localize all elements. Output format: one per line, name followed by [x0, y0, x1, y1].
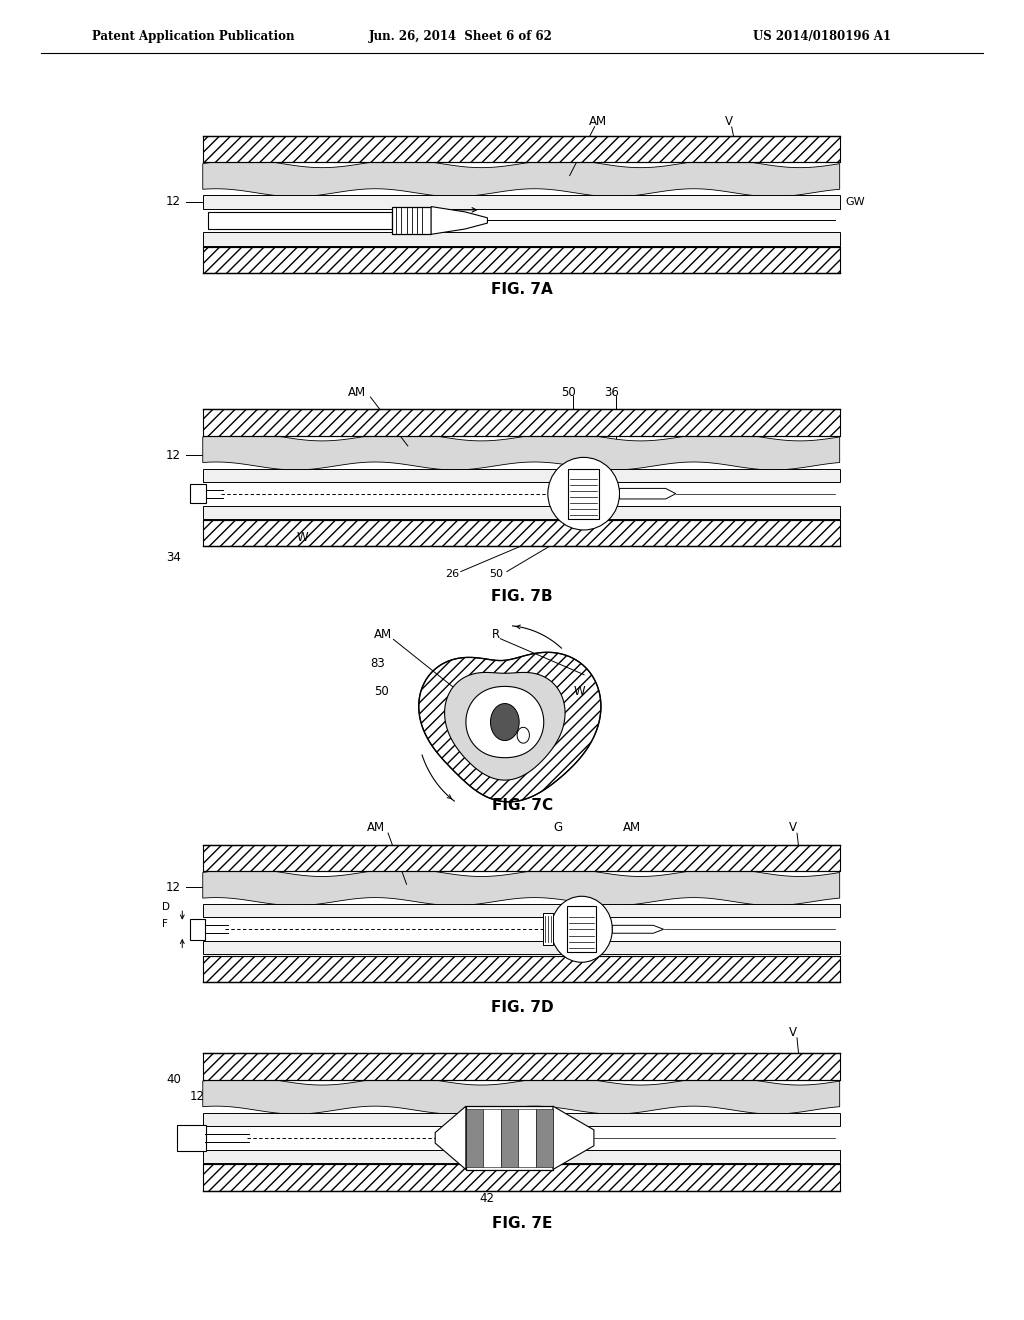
Bar: [203, 136, 840, 162]
Text: FIG. 7A: FIG. 7A: [492, 281, 553, 297]
Text: US 2014/0180196 A1: US 2014/0180196 A1: [753, 30, 891, 44]
Text: V: V: [788, 1026, 797, 1039]
Bar: [203, 195, 840, 209]
Bar: [543, 913, 553, 945]
Polygon shape: [203, 869, 840, 906]
Bar: [203, 232, 840, 246]
Bar: [466, 1106, 553, 1170]
Bar: [567, 906, 596, 953]
Text: 83: 83: [371, 657, 385, 671]
Bar: [203, 1150, 840, 1163]
Polygon shape: [203, 433, 840, 470]
Bar: [177, 1125, 206, 1151]
Bar: [190, 919, 205, 940]
Bar: [483, 1109, 501, 1167]
Bar: [536, 1109, 553, 1167]
Text: 26: 26: [445, 569, 460, 579]
Bar: [203, 520, 840, 546]
Bar: [208, 211, 392, 230]
Polygon shape: [419, 652, 601, 801]
Bar: [203, 1053, 840, 1080]
Text: G: G: [553, 821, 562, 834]
Ellipse shape: [551, 896, 612, 962]
Text: 50: 50: [561, 385, 575, 399]
Bar: [190, 484, 206, 503]
Bar: [203, 409, 840, 436]
Text: Patent Application Publication: Patent Application Publication: [92, 30, 295, 44]
Bar: [568, 469, 599, 519]
Bar: [203, 1164, 840, 1191]
Text: W: W: [297, 531, 308, 544]
Text: AM: AM: [623, 821, 641, 834]
Text: 50: 50: [374, 685, 388, 698]
Text: AM: AM: [589, 115, 607, 128]
Ellipse shape: [548, 458, 620, 529]
Bar: [203, 469, 840, 482]
Bar: [203, 956, 840, 982]
Polygon shape: [466, 686, 544, 758]
Bar: [466, 1109, 483, 1167]
Text: D: D: [162, 902, 170, 912]
Polygon shape: [517, 727, 529, 743]
Polygon shape: [203, 160, 840, 197]
Text: FIG. 7B: FIG. 7B: [492, 589, 553, 605]
Bar: [501, 1109, 518, 1167]
Text: 12: 12: [166, 195, 181, 209]
Bar: [518, 1109, 536, 1167]
Polygon shape: [444, 672, 565, 780]
Polygon shape: [620, 488, 676, 499]
Text: 12: 12: [166, 449, 181, 462]
Text: 12: 12: [166, 880, 181, 894]
Bar: [203, 904, 840, 917]
Text: AM: AM: [367, 821, 385, 834]
Text: 42: 42: [479, 1192, 495, 1205]
Text: 12: 12: [189, 1090, 205, 1104]
Bar: [392, 206, 431, 235]
Bar: [203, 247, 840, 273]
Polygon shape: [612, 925, 664, 933]
Text: FIG. 7C: FIG. 7C: [492, 797, 553, 813]
Bar: [203, 1113, 840, 1126]
Text: AM: AM: [348, 385, 367, 399]
Text: 34: 34: [166, 550, 181, 564]
Polygon shape: [435, 1106, 466, 1170]
Text: W: W: [573, 685, 585, 698]
Text: GW: GW: [846, 197, 865, 207]
Text: FIG. 7E: FIG. 7E: [493, 1216, 552, 1232]
Bar: [203, 506, 840, 519]
Text: FIG. 7D: FIG. 7D: [490, 999, 554, 1015]
Text: 40: 40: [166, 1073, 181, 1086]
Bar: [203, 845, 840, 871]
Text: V: V: [788, 821, 797, 834]
Text: Jun. 26, 2014  Sheet 6 of 62: Jun. 26, 2014 Sheet 6 of 62: [369, 30, 553, 44]
Text: R: R: [492, 628, 500, 642]
Text: AM: AM: [374, 628, 392, 642]
Text: 36: 36: [604, 385, 620, 399]
Text: 50: 50: [489, 569, 504, 579]
Text: V: V: [725, 115, 733, 128]
Polygon shape: [490, 704, 519, 741]
Text: F: F: [162, 919, 168, 929]
Polygon shape: [431, 207, 487, 235]
Polygon shape: [553, 1106, 594, 1170]
Bar: [203, 941, 840, 954]
Polygon shape: [203, 1077, 840, 1114]
